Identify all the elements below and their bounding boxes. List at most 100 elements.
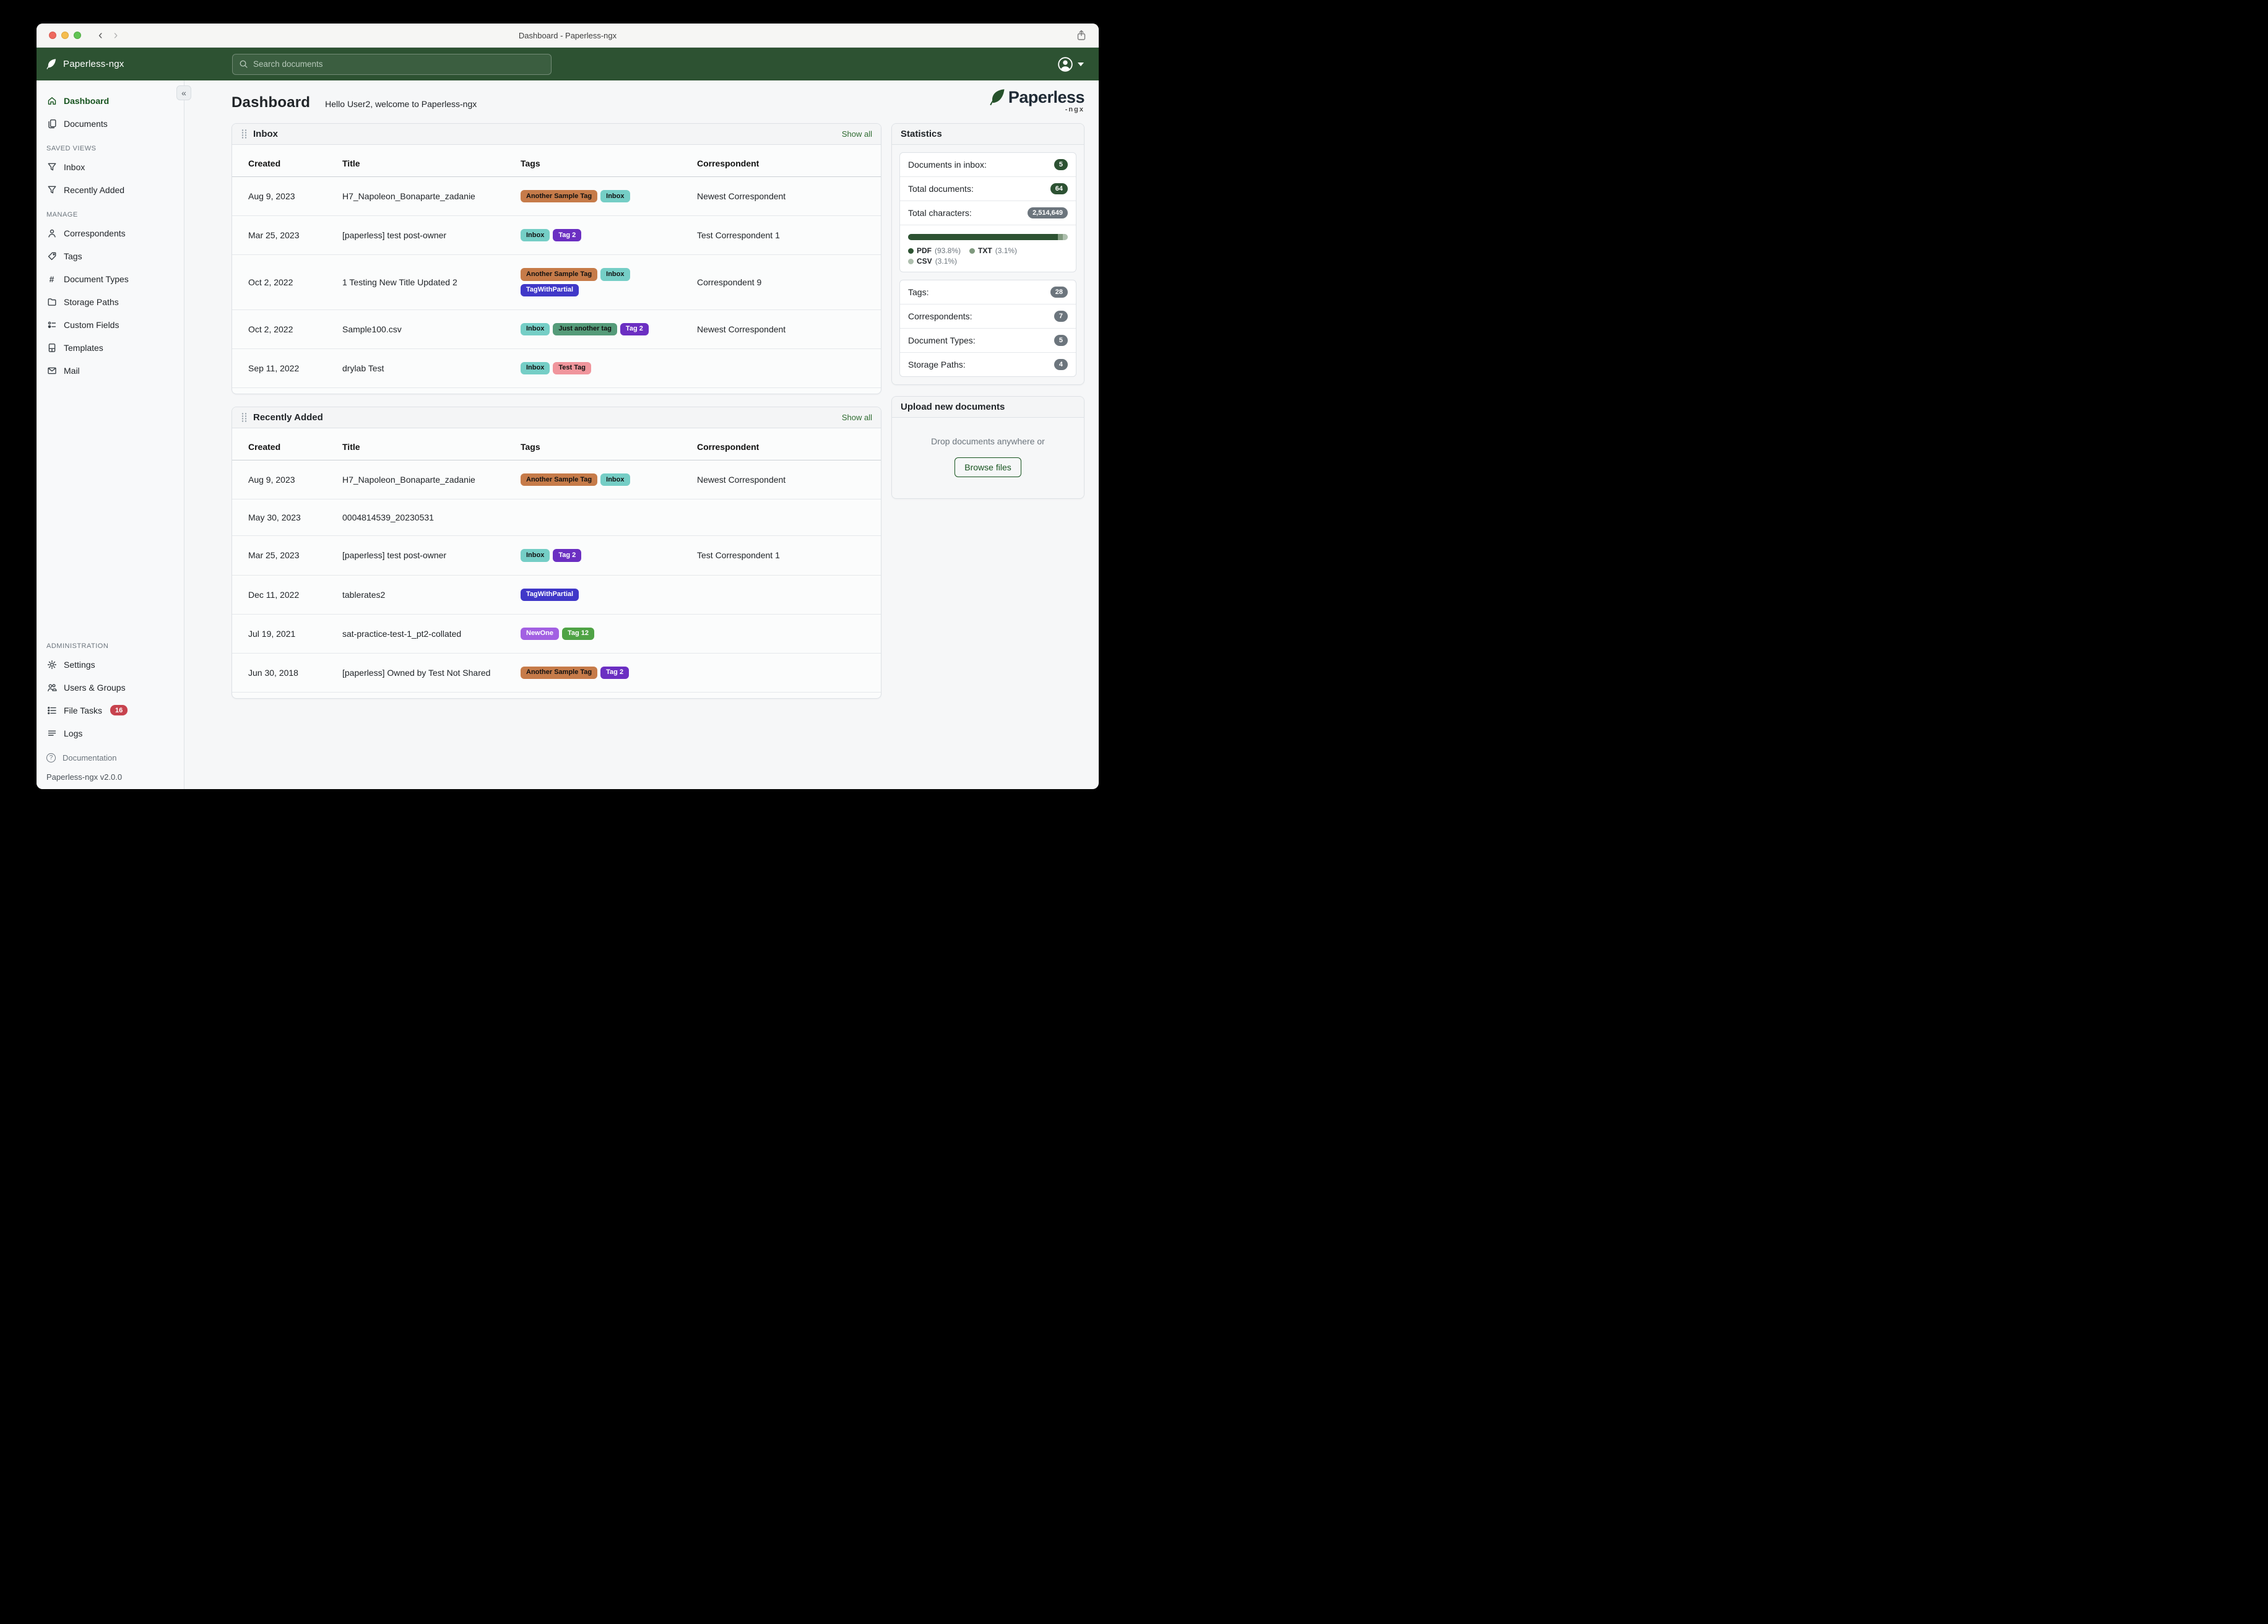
cell-tags: Inbox Tag 2 <box>521 549 697 562</box>
tag-pill[interactable]: Inbox <box>521 322 550 335</box>
legend-dot-icon <box>969 248 976 254</box>
stat-value-badge: 5 <box>1054 159 1068 170</box>
legend-percentage: (93.8%) <box>935 246 961 255</box>
browse-files-button[interactable]: Browse files <box>954 457 1021 477</box>
search-input[interactable] <box>253 59 545 69</box>
share-icon[interactable] <box>1075 29 1088 41</box>
tag-pill[interactable]: Inbox <box>521 361 550 375</box>
folder-icon <box>46 296 57 307</box>
stat-label: Document Types: <box>908 335 976 345</box>
tag-pill[interactable]: Test Tag <box>553 361 591 375</box>
drag-handle-icon[interactable] <box>241 412 248 423</box>
column-header-correspondent: Correspondent <box>697 442 760 452</box>
stat-row-storage-paths: Storage Paths: 4 <box>900 353 1076 376</box>
sidebar-item-documents[interactable]: Documents <box>37 113 184 134</box>
cell-tags: Another Sample Tag Inbox TagWithPartial <box>521 268 697 296</box>
cell-tags: Another Sample Tag Inbox <box>521 473 697 486</box>
table-row[interactable]: Aug 9, 2023 H7_Napoleon_Bonaparte_zadanie… <box>232 177 881 217</box>
tag-pill[interactable]: Another Sample Tag <box>521 666 598 680</box>
cell-title: drylab Test <box>342 363 384 374</box>
table-row[interactable]: Mar 25, 2023 [paperless] test post-owner I… <box>232 536 881 576</box>
tag-pill[interactable]: Inbox <box>600 268 630 281</box>
zoom-window-button[interactable] <box>74 32 81 39</box>
tag-pill[interactable]: Tag 2 <box>553 229 582 242</box>
sidebar-item-recently-added[interactable]: Recently Added <box>37 179 184 200</box>
tag-pill[interactable]: Tag 12 <box>562 627 595 640</box>
recently-added-show-all-link[interactable]: Show all <box>841 413 872 423</box>
app-brand[interactable]: Paperless-ngx <box>37 58 184 70</box>
sidebar-item-custom-fields[interactable]: Custom Fields <box>37 314 184 335</box>
tag-pill[interactable]: Tag 2 <box>620 322 649 335</box>
sidebar-item-tags[interactable]: Tags <box>37 246 184 266</box>
search-box <box>232 53 552 75</box>
inbox-table-header: Created Title Tags Correspondent <box>232 145 881 177</box>
column-header-created: Created <box>248 442 281 452</box>
table-row[interactable]: Oct 2, 2022 Sample100.csv Inbox Just anothe… <box>232 310 881 349</box>
filter-icon <box>46 184 57 195</box>
tag-pill[interactable]: Inbox <box>521 549 550 562</box>
table-row[interactable]: Jun 30, 2018 [paperless] Owned by Test No… <box>232 654 881 693</box>
legend-dot-icon <box>908 248 914 254</box>
logo-sub: -ngx <box>1065 106 1084 113</box>
sidebar-item-logs[interactable]: Logs <box>37 723 184 743</box>
tag-pill[interactable]: TagWithPartial <box>521 588 579 601</box>
column-header-tags: Tags <box>521 158 540 168</box>
drag-handle-icon[interactable] <box>241 129 248 139</box>
tag-pill[interactable]: Inbox <box>521 229 550 242</box>
recently-added-table-header: Created Title Tags Correspondent <box>232 428 881 461</box>
minimize-window-button[interactable] <box>61 32 69 39</box>
sidebar-item-correspondents[interactable]: Correspondents <box>37 223 184 243</box>
sidebar-collapse-button[interactable]: « <box>176 85 191 100</box>
table-row[interactable]: Aug 9, 2023 H7_Napoleon_Bonaparte_zadanie… <box>232 460 881 500</box>
custom-fields-icon <box>46 319 57 330</box>
cell-title: Sample100.csv <box>342 324 402 334</box>
sidebar-item-label: Inbox <box>64 162 85 172</box>
tag-pill[interactable]: Another Sample Tag <box>521 268 598 281</box>
sidebar-item-documentation[interactable]: ? Documentation <box>37 749 184 766</box>
sidebar-item-file-tasks[interactable]: File Tasks 16 <box>37 700 184 720</box>
sidebar-item-storage-paths[interactable]: Storage Paths <box>37 292 184 312</box>
cell-tags: Inbox Test Tag <box>521 361 697 375</box>
tag-pill[interactable]: TagWithPartial <box>521 283 579 296</box>
cell-created: Aug 9, 2023 <box>248 191 295 202</box>
table-row[interactable]: Sep 11, 2022 drylab Test Inbox Test Tag <box>232 349 881 389</box>
user-menu-button[interactable] <box>1057 56 1084 72</box>
tag-pill[interactable]: Another Sample Tag <box>521 190 598 203</box>
tag-pill[interactable]: Inbox <box>600 190 630 203</box>
sidebar-item-label: Documents <box>64 118 108 129</box>
table-row[interactable]: Dec 11, 2022 tablerates2 TagWithPartial <box>232 576 881 615</box>
tag-pill[interactable]: Tag 2 <box>553 549 582 562</box>
table-row[interactable]: Mar 25, 2023 [paperless] test post-owner I… <box>232 216 881 256</box>
paperless-ngx-logo: Paperless -ngx <box>989 89 1085 113</box>
sidebar-item-mail[interactable]: Mail <box>37 360 184 381</box>
recently-added-bottom-padding <box>232 693 881 698</box>
brand-name: Paperless-ngx <box>63 59 124 69</box>
sidebar-item-templates[interactable]: Templates <box>37 337 184 358</box>
tag-pill[interactable]: Tag 2 <box>600 666 630 680</box>
tag-pill[interactable]: Just another tag <box>553 322 617 335</box>
tag-icon <box>46 251 57 261</box>
tag-pill[interactable]: Another Sample Tag <box>521 473 598 486</box>
tag-pill[interactable]: NewOne <box>521 627 560 640</box>
table-row[interactable]: Oct 2, 2022 1 Testing New Title Updated 2… <box>232 255 881 310</box>
sidebar-footer: ? Documentation Paperless-ngx v2.0.0 <box>37 745 184 789</box>
table-row[interactable]: Jul 19, 2021 sat-practice-test-1_pt2-coll… <box>232 615 881 654</box>
close-window-button[interactable] <box>49 32 56 39</box>
sidebar-item-users-groups[interactable]: Users & Groups <box>37 677 184 698</box>
sidebar-item-dashboard[interactable]: Dashboard <box>37 90 184 111</box>
sidebar-item-inbox[interactable]: Inbox <box>37 157 184 177</box>
history-back-icon[interactable]: ‹ <box>98 28 103 42</box>
statistics-panel-title: Statistics <box>892 124 1084 145</box>
sidebar-item-document-types[interactable]: # Document Types <box>37 269 184 289</box>
table-row[interactable]: May 30, 2023 0004814539_20230531 <box>232 499 881 537</box>
upload-panel: Upload new documents Drop documents anyw… <box>891 396 1084 499</box>
history-forward-icon[interactable]: › <box>113 28 118 42</box>
inbox-show-all-link[interactable]: Show all <box>841 129 872 139</box>
stat-row-correspondents: Correspondents: 7 <box>900 304 1076 329</box>
upload-dropzone[interactable]: Drop documents anywhere or Browse files <box>892 418 1084 498</box>
sidebar-item-settings[interactable]: Settings <box>37 654 184 675</box>
person-icon <box>46 228 57 238</box>
tag-pill[interactable]: Inbox <box>600 473 630 486</box>
sidebar-spacer <box>37 382 184 633</box>
sidebar-section-manage: MANAGE <box>46 211 78 218</box>
